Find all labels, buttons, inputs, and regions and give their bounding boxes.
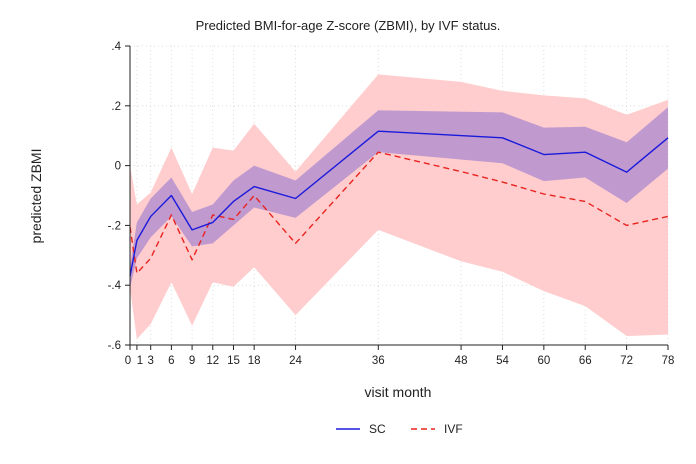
confidence-bands (130, 74, 668, 340)
y-tick-label: .2 (111, 101, 121, 113)
legend-label: IVF (444, 422, 463, 436)
series-lines (129, 130, 669, 277)
x-tick-label: 15 (227, 355, 240, 367)
band-sc (130, 107, 668, 289)
x-tick-label: 6 (168, 355, 174, 367)
x-tick-label: 3 (147, 355, 153, 367)
legend-item-sc: SC (336, 422, 386, 436)
x-tick-label: 72 (620, 355, 633, 367)
x-tick-label: 60 (537, 355, 550, 367)
legend-item-ivf: IVF (411, 422, 463, 436)
x-tick-label: 18 (248, 355, 261, 367)
chart-title: Predicted BMI-for-age Z-score (ZBMI), by… (196, 18, 501, 33)
legend-label: SC (369, 422, 386, 436)
y-tick-label: -.2 (108, 220, 121, 232)
y-tick-label: 0 (115, 161, 121, 173)
x-tick-label: 24 (289, 355, 302, 367)
x-tick-label: 48 (455, 355, 468, 367)
x-tick-label: 54 (496, 355, 509, 367)
series-line-sc (129, 130, 669, 277)
y-axis-label: predicted ZBMI (28, 149, 44, 244)
x-tick-label: 78 (662, 355, 675, 367)
x-tick-label: 66 (579, 355, 592, 367)
x-tick-label: 0 (125, 355, 131, 367)
y-tick-label: -.4 (108, 280, 122, 292)
y-tick-label: -.6 (108, 340, 121, 352)
x-tick-label: 12 (206, 355, 219, 367)
legend: SC IVF (336, 422, 463, 436)
series-line-ivf (129, 151, 669, 274)
x-tick-label: 36 (372, 355, 385, 367)
x-tick-label: 1 (137, 355, 143, 367)
x-axis-label: visit month (365, 384, 432, 400)
x-tick-label: 9 (189, 355, 195, 367)
axes: -.6-.4-.20.2.40 1 3 6 9 12 15 18 24 36 48 54 60 66 72 7… (108, 41, 675, 367)
y-tick-label: .4 (111, 41, 121, 53)
